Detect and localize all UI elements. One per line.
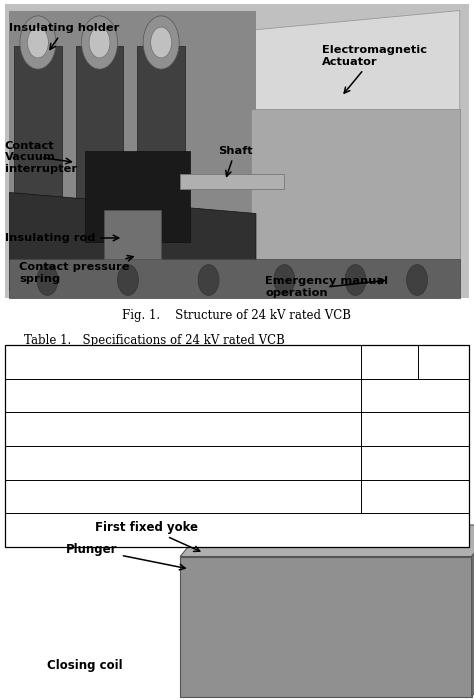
Polygon shape — [9, 193, 256, 290]
Text: Rated short-circuit breaking current (kA): Rated short-circuit breaking current (kA… — [9, 424, 236, 435]
Circle shape — [20, 16, 56, 69]
Circle shape — [151, 27, 172, 58]
Text: 3: 3 — [412, 491, 419, 501]
Polygon shape — [237, 10, 460, 290]
Text: 12: 12 — [383, 357, 397, 367]
Bar — [104, 210, 161, 259]
Circle shape — [82, 16, 118, 69]
Circle shape — [143, 16, 179, 69]
Text: Fig. 1.    Structure of 24 kV rated VCB: Fig. 1. Structure of 24 kV rated VCB — [122, 309, 352, 323]
Bar — [137, 46, 185, 276]
Bar — [14, 46, 62, 276]
Text: Rated voltage (kV): Rated voltage (kV) — [9, 356, 111, 368]
Text: Closing coil: Closing coil — [47, 659, 123, 672]
Circle shape — [345, 265, 366, 295]
Bar — [5, 345, 469, 547]
Circle shape — [118, 265, 138, 295]
Text: Insulating holder: Insulating holder — [9, 23, 120, 50]
Circle shape — [89, 27, 110, 58]
Text: First fixed yoke: First fixed yoke — [95, 521, 200, 552]
Circle shape — [27, 27, 48, 58]
Text: Rated making current (kA): Rated making current (kA) — [9, 457, 156, 468]
Circle shape — [407, 265, 428, 295]
Text: Break time (cycles): Break time (cycles) — [9, 491, 115, 502]
Bar — [5, 4, 469, 298]
Text: Contact pressure
spring: Contact pressure spring — [19, 256, 133, 284]
Text: Table 1.   Specifications of 24 kV rated VCB: Table 1. Specifications of 24 kV rated V… — [24, 334, 284, 347]
Text: Contact
Vacuum
interrupter: Contact Vacuum interrupter — [5, 141, 77, 174]
Bar — [9, 259, 460, 298]
Text: Rated normal current (A): Rated normal current (A) — [9, 391, 148, 400]
Text: 24: 24 — [437, 357, 451, 367]
Text: 630/1250: 630/1250 — [389, 391, 441, 400]
Text: Plunger: Plunger — [66, 543, 185, 570]
Polygon shape — [180, 525, 474, 556]
Polygon shape — [472, 525, 474, 696]
Text: 63: 63 — [408, 458, 422, 468]
Text: Shaft: Shaft — [218, 146, 253, 176]
Bar — [5, 4, 469, 298]
Text: Rated operating sequence : O-0.3s-CO-15s-CO: Rated operating sequence : O-0.3s-CO-15s… — [109, 525, 365, 535]
Text: Emergency manual
operation: Emergency manual operation — [265, 276, 389, 298]
Circle shape — [274, 265, 295, 295]
Text: Electromagnetic
Actuator: Electromagnetic Actuator — [322, 46, 428, 93]
Polygon shape — [180, 556, 472, 696]
Bar — [180, 174, 284, 189]
Bar — [9, 11, 256, 290]
Text: 25: 25 — [408, 424, 422, 434]
Circle shape — [37, 265, 58, 295]
Text: Insulating rod: Insulating rod — [5, 233, 119, 243]
Circle shape — [198, 265, 219, 295]
Bar — [251, 108, 460, 284]
Bar — [85, 150, 190, 242]
Bar — [76, 46, 123, 276]
